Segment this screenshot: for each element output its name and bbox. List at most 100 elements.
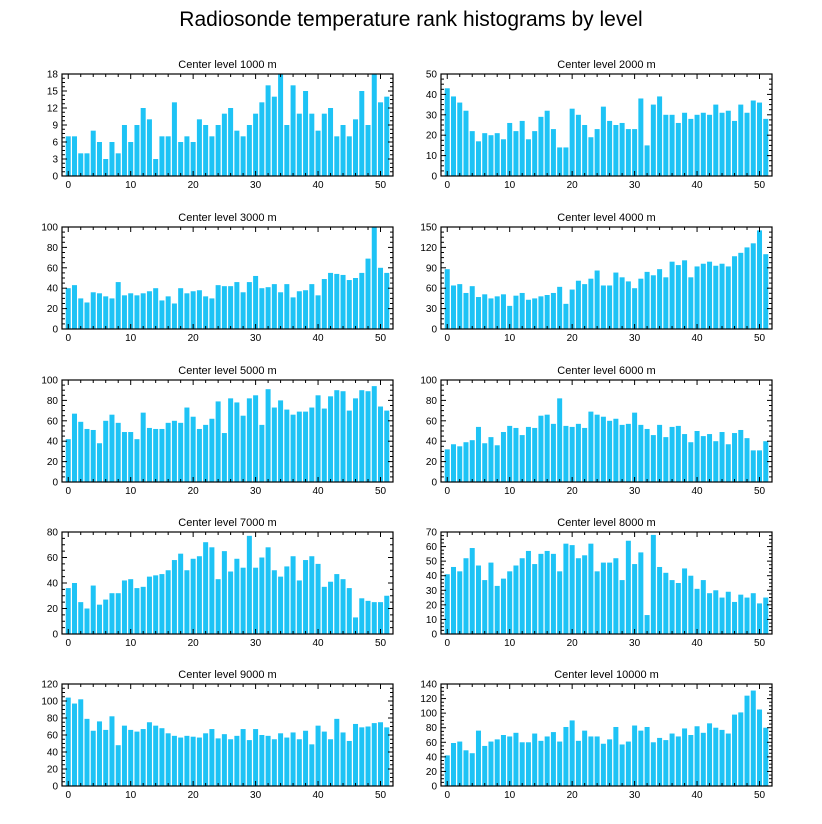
bar bbox=[359, 272, 365, 329]
bar bbox=[328, 396, 334, 482]
bar bbox=[575, 114, 581, 176]
panel-3: Center level 3000 m 0 10 20 30 40 50 0 20 40 60 80 1… bbox=[41, 212, 394, 344]
bar bbox=[159, 574, 165, 634]
bar bbox=[532, 298, 538, 329]
bar bbox=[650, 742, 656, 786]
bar bbox=[563, 543, 569, 634]
bar bbox=[707, 114, 713, 176]
y-tick-label: 120 bbox=[420, 243, 437, 254]
bar bbox=[278, 292, 284, 329]
bar bbox=[221, 551, 227, 635]
bar bbox=[115, 153, 121, 176]
bar bbox=[657, 269, 663, 329]
bar bbox=[688, 277, 694, 329]
y-tick-label: 40 bbox=[47, 284, 59, 295]
bar bbox=[78, 298, 84, 329]
panel-title: Center level 7000 m bbox=[178, 517, 276, 529]
x-tick-label: 30 bbox=[629, 486, 641, 497]
bar bbox=[750, 450, 756, 482]
bar bbox=[103, 729, 109, 786]
bar bbox=[234, 402, 240, 482]
y-tick-label: 80 bbox=[47, 396, 59, 407]
bar bbox=[303, 411, 309, 482]
bar bbox=[109, 142, 115, 176]
bar bbox=[221, 433, 227, 482]
bar bbox=[532, 564, 538, 634]
bar bbox=[365, 125, 371, 176]
x-tick-label: 0 bbox=[65, 638, 71, 649]
bar bbox=[538, 553, 544, 634]
bar bbox=[657, 737, 663, 786]
bar bbox=[507, 571, 513, 634]
bar bbox=[738, 104, 744, 176]
bar bbox=[203, 542, 209, 634]
bar bbox=[644, 271, 650, 329]
bar bbox=[519, 120, 525, 176]
bar bbox=[296, 411, 302, 482]
x-tick-label: 30 bbox=[250, 486, 262, 497]
bar bbox=[315, 395, 321, 482]
bar bbox=[482, 133, 488, 176]
x-tick-label: 40 bbox=[312, 180, 324, 191]
bar bbox=[321, 113, 327, 176]
bar bbox=[165, 296, 171, 329]
bar bbox=[84, 608, 90, 634]
bar bbox=[488, 562, 494, 634]
bar bbox=[657, 566, 663, 634]
bar bbox=[84, 428, 90, 482]
bar bbox=[650, 534, 656, 634]
bar bbox=[184, 293, 190, 329]
bar bbox=[738, 712, 744, 786]
bar bbox=[482, 580, 488, 634]
x-tick-label: 30 bbox=[250, 638, 262, 649]
bar bbox=[488, 741, 494, 786]
bar bbox=[296, 291, 302, 329]
x-tick-label: 20 bbox=[188, 486, 200, 497]
bar bbox=[750, 593, 756, 634]
bar bbox=[228, 571, 234, 634]
bar bbox=[600, 743, 606, 786]
bar bbox=[334, 390, 340, 482]
bar bbox=[196, 556, 202, 634]
bar bbox=[96, 293, 102, 329]
bar bbox=[96, 443, 102, 482]
bar bbox=[378, 102, 384, 176]
x-tick-label: 0 bbox=[65, 180, 71, 191]
bar bbox=[725, 266, 731, 329]
x-tick-label: 40 bbox=[691, 333, 703, 344]
bar bbox=[240, 415, 246, 482]
bar bbox=[265, 547, 271, 634]
bar bbox=[165, 136, 171, 176]
bar bbox=[588, 543, 594, 634]
bar bbox=[78, 153, 84, 176]
panel-title: Center level 4000 m bbox=[557, 212, 655, 224]
y-tick-label: 100 bbox=[41, 697, 58, 708]
bar bbox=[384, 96, 390, 176]
bar bbox=[744, 597, 750, 634]
bar bbox=[196, 119, 202, 176]
bar bbox=[538, 296, 544, 329]
bar bbox=[469, 286, 475, 329]
x-tick-label: 20 bbox=[567, 790, 579, 801]
bar bbox=[544, 295, 550, 329]
x-tick-label: 0 bbox=[444, 638, 450, 649]
bar bbox=[557, 147, 563, 176]
bar bbox=[457, 284, 463, 329]
bar bbox=[196, 737, 202, 786]
panel-1: Center level 1000 m 0 10 20 30 40 50 0 3 6 9 12 15 18 bbox=[47, 59, 394, 191]
bar bbox=[359, 727, 365, 786]
bar bbox=[619, 277, 625, 329]
bar bbox=[525, 139, 531, 176]
bar bbox=[303, 91, 309, 176]
y-tick-label: 20 bbox=[47, 604, 59, 615]
panel-title: Center level 2000 m bbox=[557, 59, 655, 71]
bar bbox=[475, 141, 481, 176]
x-tick-label: 10 bbox=[504, 790, 516, 801]
bar bbox=[384, 410, 390, 482]
bar bbox=[469, 753, 475, 786]
bar bbox=[725, 444, 731, 482]
bar bbox=[600, 285, 606, 329]
bar bbox=[707, 593, 713, 634]
bar bbox=[78, 421, 84, 482]
panel-title: Center level 6000 m bbox=[557, 365, 655, 377]
